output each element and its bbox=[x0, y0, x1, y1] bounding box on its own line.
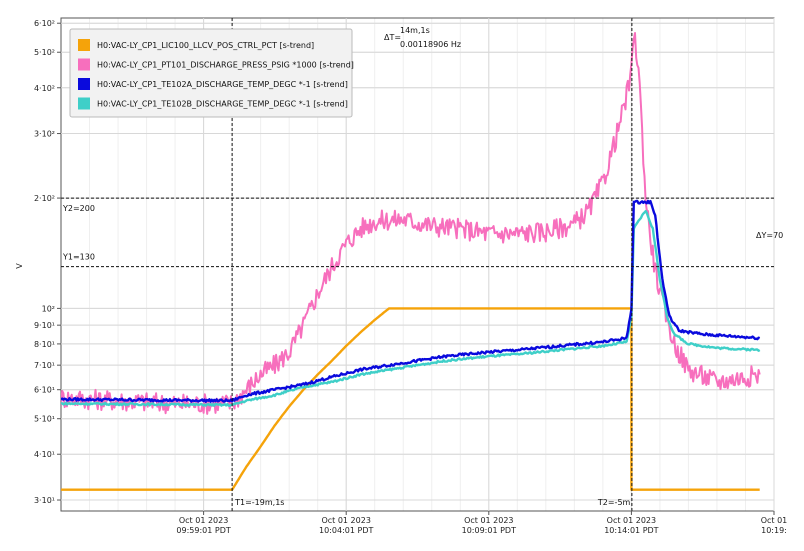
legend-box bbox=[69, 28, 353, 118]
delta-t-frequency: 0.00118906 Hz bbox=[400, 40, 461, 49]
legend-swatch bbox=[78, 58, 90, 71]
legend-swatch bbox=[78, 97, 90, 110]
y-tick-label: 3·10¹ bbox=[34, 496, 55, 505]
y-axis-label: V bbox=[15, 263, 24, 269]
legend-entry: H0:VAC-LY_CP1_PT101_DISCHARGE_PRESS_PSIG… bbox=[97, 61, 354, 70]
y-tick-label: 5·10² bbox=[34, 48, 55, 57]
delta-y-value: ΔY=70 bbox=[756, 231, 783, 240]
y-tick-label: 2·10² bbox=[34, 194, 55, 203]
x-tick-label: Oct 01 bbox=[761, 516, 788, 525]
y-tick-label: 6·10² bbox=[34, 19, 55, 28]
y-tick-label: 6·10¹ bbox=[34, 386, 55, 395]
legend-entry: H0:VAC-LY_CP1_TE102A_DISCHARGE_TEMP_DEGC… bbox=[97, 80, 348, 89]
x-tick-label: 10:09:01 PDT bbox=[462, 526, 516, 535]
series-line-2 bbox=[61, 199, 761, 403]
series-line-0 bbox=[61, 307, 760, 491]
x-tick-label: 09:59:01 PDT bbox=[176, 526, 230, 535]
cursor-y1-label: Y1=130 bbox=[62, 253, 95, 262]
legend-entry: H0:VAC-LY_CP1_LIC100_LLCV_POS_CTRL_PCT [… bbox=[97, 41, 314, 50]
legend-swatch bbox=[78, 78, 90, 90]
series-layer bbox=[61, 32, 761, 491]
x-tick-label: 10:19: bbox=[761, 526, 787, 535]
x-tick-label: 10:04:01 PDT bbox=[319, 526, 373, 535]
x-tick-label: Oct 01 2023 bbox=[321, 516, 370, 525]
y-tick-label: 5·10¹ bbox=[34, 415, 55, 424]
cursor-t1-label: T1=-19m,1s bbox=[234, 498, 284, 507]
x-tick-label: Oct 01 2023 bbox=[607, 516, 656, 525]
y-tick-label: 3·10² bbox=[34, 130, 55, 139]
x-tick-label: Oct 01 2023 bbox=[464, 516, 513, 525]
delta-t-value: 14m,1s bbox=[400, 26, 430, 35]
delta-t-prefix: ΔT= bbox=[384, 33, 401, 42]
cursor-t2-label: T2=-5m bbox=[597, 498, 631, 507]
legend[interactable]: H0:VAC-LY_CP1_LIC100_LLCV_POS_CTRL_PCT [… bbox=[69, 28, 354, 118]
series-line-3 bbox=[61, 209, 761, 407]
x-tick-label: Oct 01 2023 bbox=[179, 516, 228, 525]
legend-entry: H0:VAC-LY_CP1_TE102B_DISCHARGE_TEMP_DEGC… bbox=[97, 100, 348, 109]
x-tick-label: 10:14:01 PDT bbox=[604, 526, 658, 535]
y-tick-label: 4·10² bbox=[34, 84, 55, 93]
y-axis: 3·10¹ 4·10¹ 5·10¹ 6·10¹ 7·10¹ 8·10¹ 9·10¹ 10² 2·… bbox=[34, 19, 774, 505]
cursor-y2-label: Y2=200 bbox=[62, 204, 95, 213]
y-tick-label: 9·10¹ bbox=[34, 321, 55, 330]
y-tick-label: 10² bbox=[42, 304, 55, 313]
legend-swatch bbox=[78, 39, 90, 51]
y-tick-label: 8·10¹ bbox=[34, 340, 55, 349]
y-tick-label: 7·10¹ bbox=[34, 361, 55, 370]
y-tick-label: 4·10¹ bbox=[34, 450, 55, 459]
